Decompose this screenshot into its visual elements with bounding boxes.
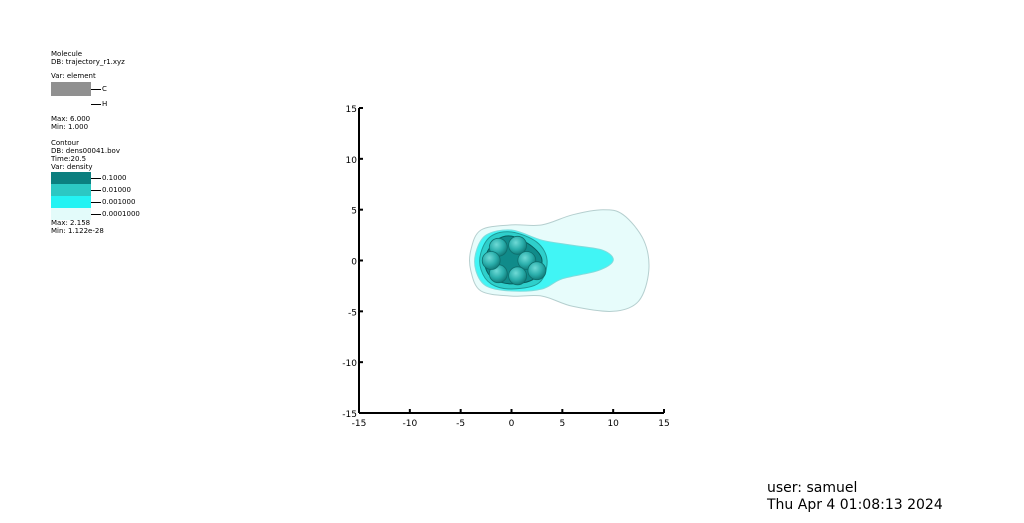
x-tick-label: 15 [658, 419, 669, 429]
contour-level-swatch [51, 184, 91, 196]
user-label: user: samuel [767, 480, 858, 496]
contour-legend-max: Max: 2.158 [51, 219, 91, 227]
molecule-legend-var: Var: element [51, 72, 96, 80]
contour-level-label: 0.0001000 [102, 210, 140, 218]
contour-level-label: 0.001000 [102, 198, 136, 206]
element-c-swatch [51, 82, 91, 96]
contour-level-tick [91, 190, 101, 191]
y-tick-label: 15 [346, 105, 357, 115]
element-c-tick [91, 89, 101, 90]
x-tick-label: -5 [456, 419, 465, 429]
contour-level-swatch [51, 172, 91, 184]
contour-level-tick [91, 202, 101, 203]
molecule-legend-db: DB: trajectory_r1.xyz [51, 58, 125, 66]
y-tick-label: 10 [346, 156, 358, 166]
contour-level-tick [91, 178, 101, 179]
contour-level-label: 0.1000 [102, 174, 127, 182]
y-tick-label: -5 [348, 308, 357, 318]
contour-level-swatch [51, 196, 91, 208]
contour-legend: Contour DB: dens00041.bov Time:20.5 Var:… [51, 139, 140, 235]
molecule-atoms [481, 235, 547, 286]
contour-legend-db: DB: dens00041.bov [51, 147, 120, 155]
contour-legend-var: Var: density [51, 163, 93, 171]
y-tick-label: -15 [342, 410, 357, 420]
element-h-tick [91, 104, 101, 105]
molecule-legend-title: Molecule [51, 50, 83, 58]
x-tick-label: -10 [402, 419, 417, 429]
atom-C [508, 266, 527, 286]
atom-C [527, 261, 547, 281]
x-tick-label: 10 [607, 419, 619, 429]
contour-legend-time: Time:20.5 [51, 155, 87, 163]
contour-legend-swatches: 0.1000 0.01000 0.001000 0.0001000 [51, 172, 140, 220]
y-tick-label: -10 [342, 359, 357, 369]
x-tick-label: -15 [352, 419, 367, 429]
molecule-legend-min: Min: 1.000 [51, 123, 89, 131]
x-tick-label: 5 [559, 419, 565, 429]
plot-axes: -15 -10 -5 0 5 10 15 -15 -10 -5 0 5 10 15 [342, 105, 669, 429]
contour-legend-title: Contour [51, 139, 79, 147]
element-h-label: H [102, 100, 108, 108]
element-c-label: C [102, 85, 107, 93]
date-label: Thu Apr 4 01:08:13 2024 [767, 497, 943, 513]
molecule-legend: Molecule DB: trajectory_r1.xyz Var: elem… [51, 50, 125, 131]
contour-level-tick [91, 214, 101, 215]
contour-level-swatch [51, 208, 91, 220]
x-tick-label: 0 [509, 419, 515, 429]
y-tick-label: 5 [351, 207, 357, 217]
element-h-swatch [51, 96, 91, 110]
contour-legend-min: Min: 1.122e-28 [51, 227, 104, 235]
atom-C [508, 235, 527, 255]
atom-C [481, 251, 501, 270]
molecule-legend-swatches: C H [51, 80, 125, 120]
molecule-legend-max: Max: 6.000 [51, 115, 91, 123]
render-info: user: samuel Thu Apr 4 01:08:13 2024 [767, 480, 943, 514]
contour-level-label: 0.01000 [102, 186, 131, 194]
y-tick-label: 0 [351, 258, 357, 268]
